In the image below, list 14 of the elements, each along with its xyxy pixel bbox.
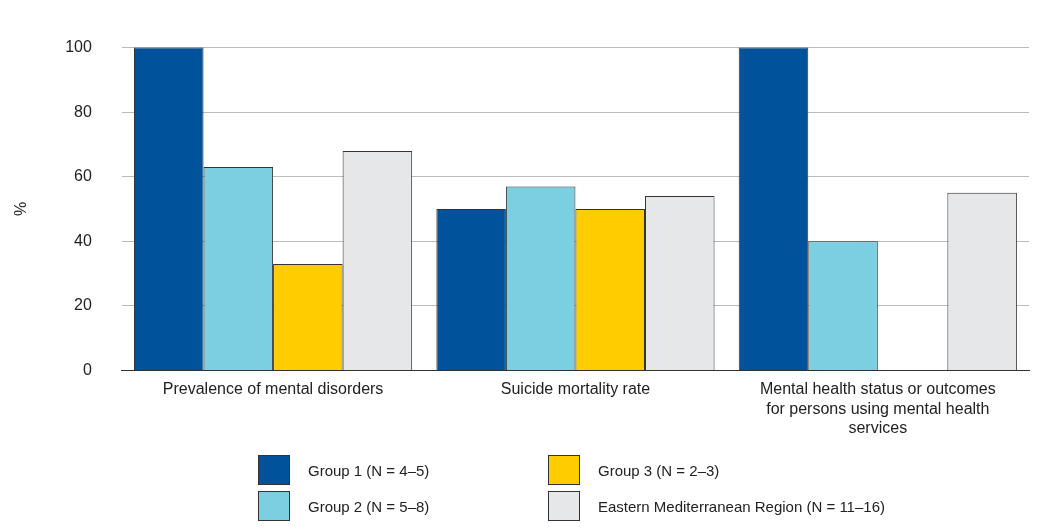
legend-label: Group 3 (N = 2–3) (598, 461, 720, 479)
x-tick-label: Mental health status or outcomes for persons using mental health services (759, 380, 996, 436)
y-tick-label: 60 (74, 167, 92, 185)
legend-label: Group 2 (N = 5–8) (308, 497, 430, 515)
legend-label: Eastern Mediterranean Region (N = 11–16) (598, 497, 885, 515)
x-tick-label: Prevalence of mental disorders (162, 380, 384, 398)
x-tick-label: Suicide mortality rate (500, 380, 651, 398)
y-tick-label: 20 (74, 296, 92, 314)
y-tick-label: 80 (74, 102, 92, 120)
y-axis-title: % (12, 201, 30, 217)
y-tick-label: 0 (82, 360, 92, 378)
y-tick-label: 100 (65, 38, 92, 56)
legend-label: Group 1 (N = 4–5) (308, 461, 430, 479)
y-tick-label: 40 (74, 231, 92, 249)
